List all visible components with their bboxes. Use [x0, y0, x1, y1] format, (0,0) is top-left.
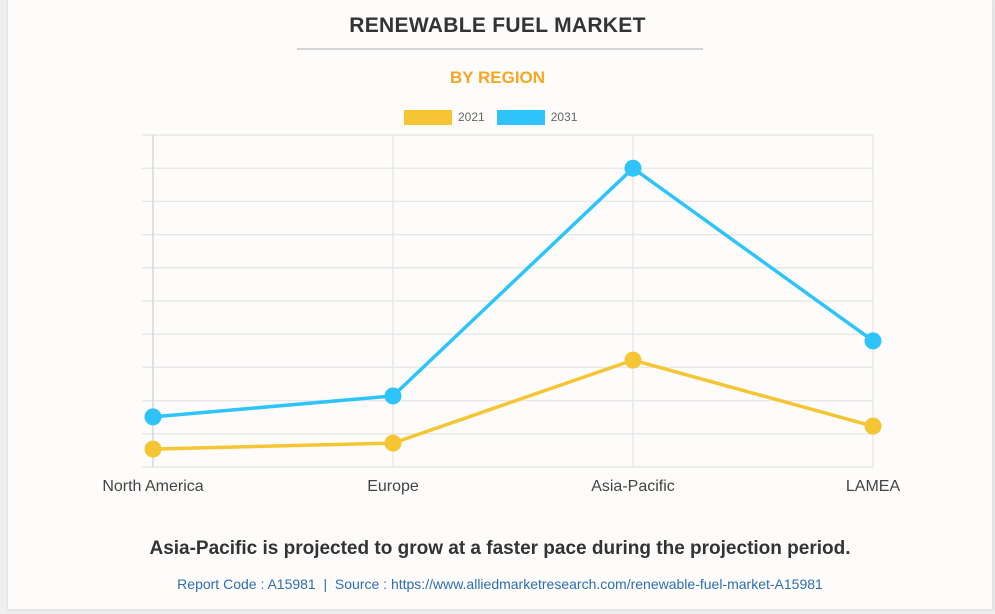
source-line: Report Code : A15981 | Source : https://…: [0, 576, 995, 592]
source-separator: |: [323, 576, 328, 592]
legend-item-2021[interactable]: 2021: [404, 109, 485, 125]
x-axis-labels: North America Europe Asia-Pacific LAMEA: [102, 478, 900, 495]
data-point-2021: [864, 417, 882, 435]
x-tick-label: Europe: [367, 478, 419, 495]
x-tick-label: North America: [102, 478, 203, 495]
series-group: [144, 159, 882, 458]
chart-title: RENEWABLE FUEL MARKET: [349, 14, 646, 37]
grid: [142, 134, 874, 468]
legend: 2021 2031: [404, 108, 589, 126]
series-line-2031: [152, 166, 875, 419]
legend-swatch-2021: [404, 109, 452, 125]
report-code: Report Code : A15981: [177, 576, 316, 592]
legend-label-2021: 2021: [458, 110, 485, 124]
chart-card: [8, 0, 993, 610]
legend-item-2031[interactable]: 2031: [496, 109, 578, 125]
source-link[interactable]: Source : https://www.alliedmarketresearc…: [334, 576, 823, 592]
data-point-2021: [384, 434, 402, 452]
data-point-2021: [624, 351, 642, 369]
data-point-2031: [384, 387, 402, 405]
data-point-2031: [624, 159, 642, 177]
data-point-2031: [864, 332, 882, 350]
chart-caption: Asia-Pacific is projected to grow at a f…: [149, 538, 851, 559]
data-point-2021: [144, 440, 162, 458]
legend-swatch-2031: [496, 109, 545, 125]
series-line-2021: [152, 358, 874, 451]
x-tick-label: Asia-Pacific: [591, 478, 675, 495]
title-divider: [297, 48, 703, 50]
legend-label-2031: 2031: [550, 110, 578, 124]
x-tick-label: LAMEA: [846, 478, 901, 495]
chart-subtitle: BY REGION: [449, 68, 546, 87]
data-point-2031: [144, 408, 162, 426]
